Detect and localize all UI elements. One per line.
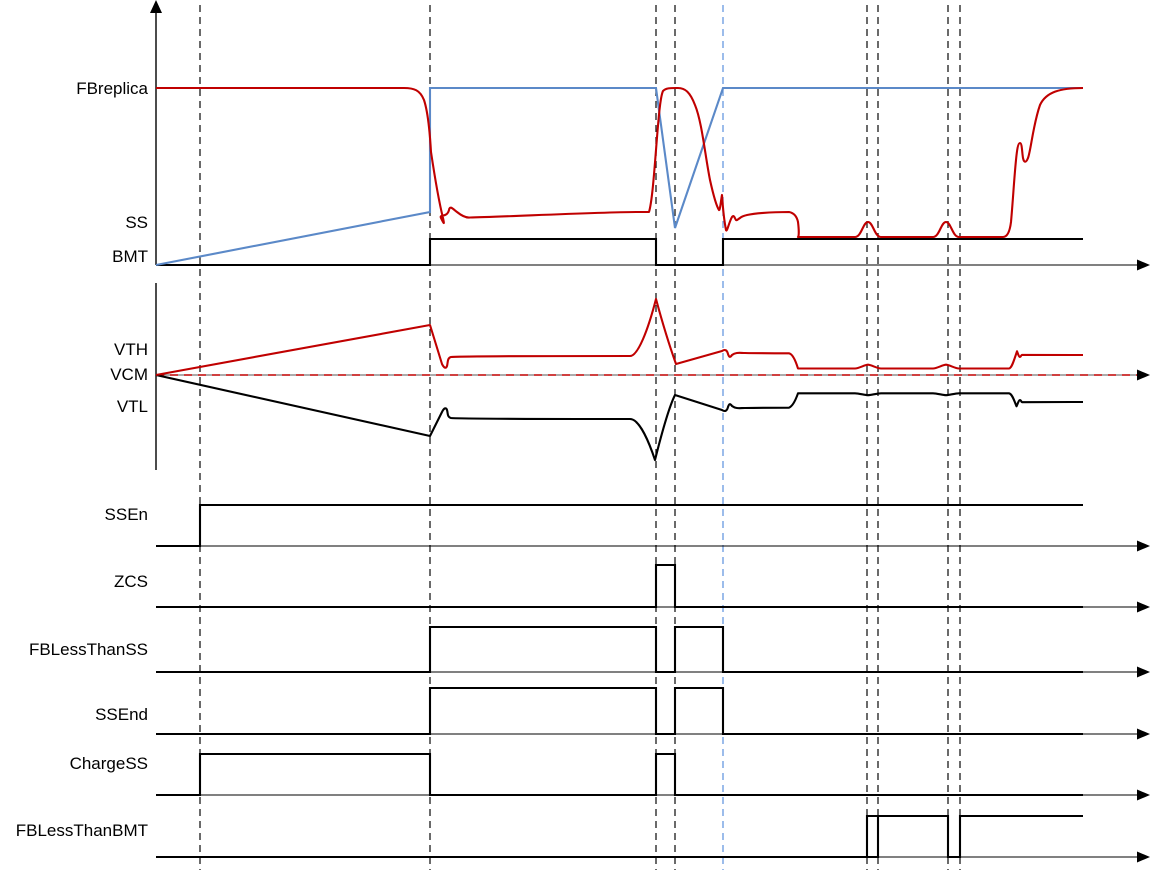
- svg-text:SSEnd: SSEnd: [95, 705, 148, 724]
- svg-text:BMT: BMT: [112, 247, 148, 266]
- svg-text:ChargeSS: ChargeSS: [70, 754, 148, 773]
- svg-text:FBreplica: FBreplica: [76, 79, 148, 98]
- svg-text:ZCS: ZCS: [114, 572, 148, 591]
- svg-text:FBLessThanBMT: FBLessThanBMT: [16, 821, 148, 840]
- svg-text:SS: SS: [125, 213, 148, 232]
- svg-text:SSEn: SSEn: [105, 505, 148, 524]
- svg-text:VTH: VTH: [114, 340, 148, 359]
- svg-text:VTL: VTL: [117, 397, 148, 416]
- svg-text:VCM: VCM: [110, 365, 148, 384]
- svg-text:FBLessThanSS: FBLessThanSS: [29, 640, 148, 659]
